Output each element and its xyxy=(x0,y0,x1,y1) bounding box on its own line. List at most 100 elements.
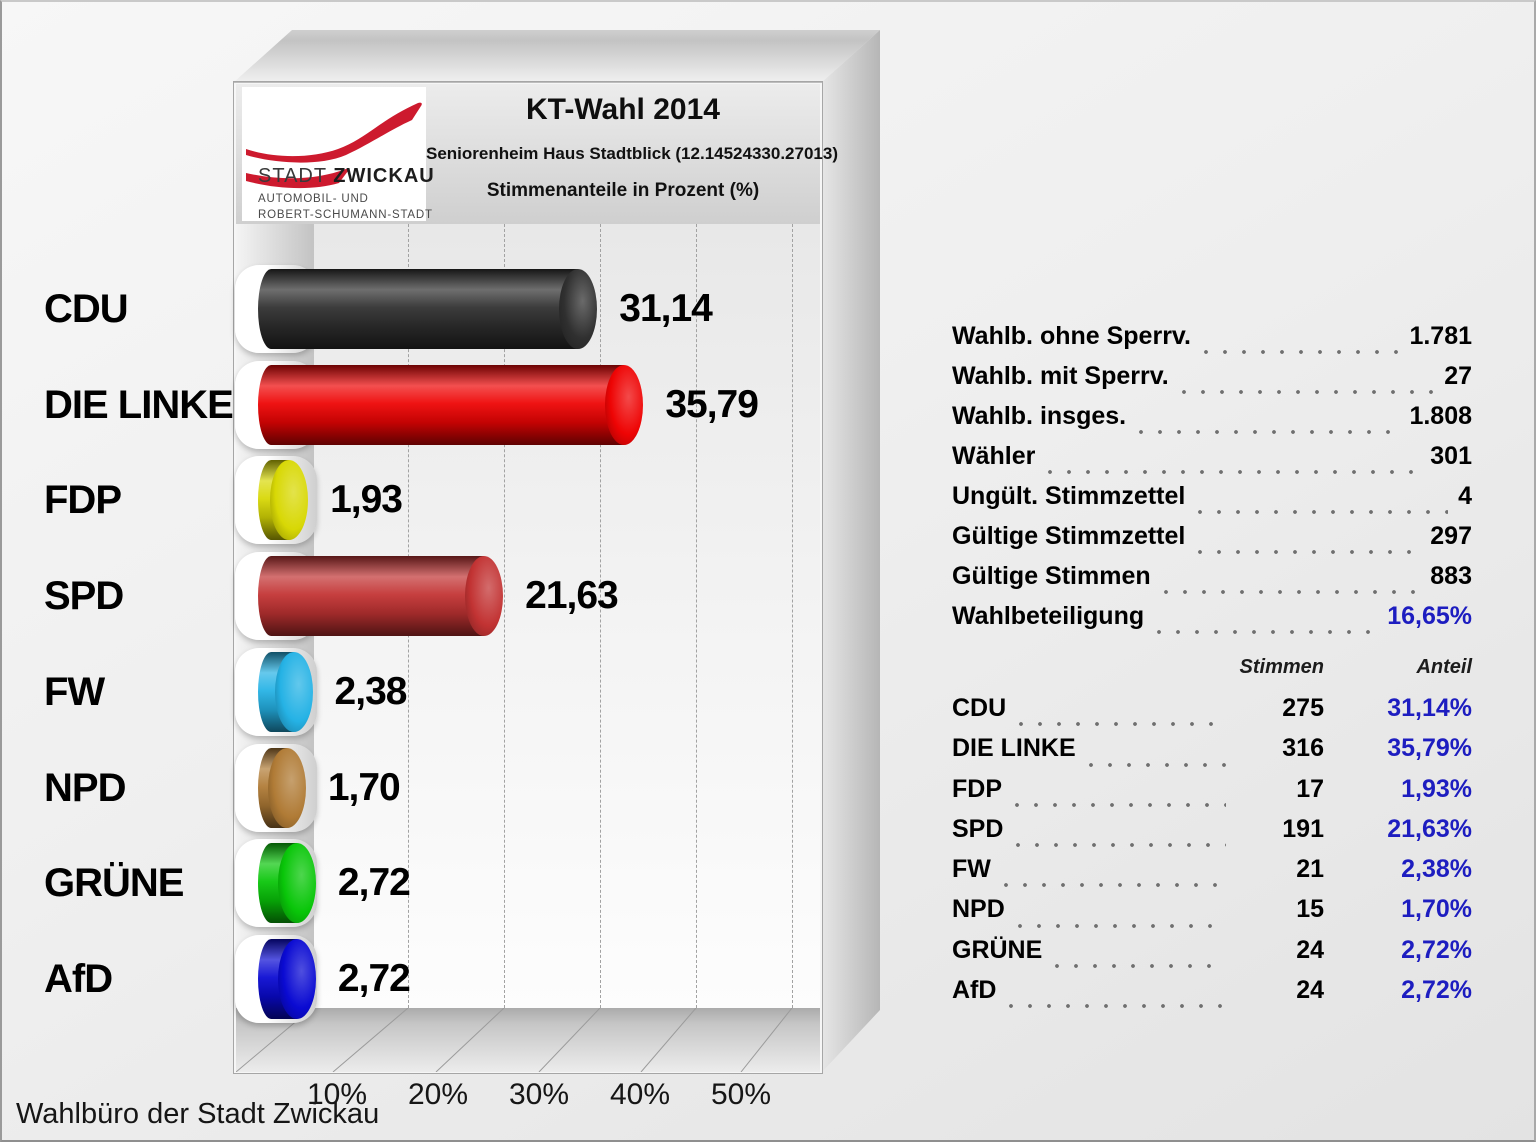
bar-cap-AfD xyxy=(277,938,316,1019)
results-stimmen-value: 24 xyxy=(1296,935,1324,964)
bar-value-label: 21,63 xyxy=(525,574,619,618)
results-row-FW: FW 21 2,38% xyxy=(952,855,1472,895)
category-label-SPD: SPD xyxy=(44,574,124,619)
dot-leader xyxy=(1087,761,1226,768)
stats-value: 883 xyxy=(1430,562,1472,590)
bar-cap-CDU xyxy=(559,269,598,349)
stats-row: Gültige Stimmen 883 xyxy=(952,562,1472,602)
bar-value-label: 1,70 xyxy=(327,765,401,809)
results-stimmen-value: 191 xyxy=(1282,814,1324,843)
chart-subtitle: Seniorenheim Haus Stadtblick (12.1452433… xyxy=(426,144,838,163)
bar-DIE LINKE xyxy=(258,364,625,445)
results-anteil-value: 2,72% xyxy=(1401,976,1472,1005)
dot-leader xyxy=(1162,589,1421,595)
bar-cap-FW xyxy=(274,651,313,732)
stats-value: 1.808 xyxy=(1409,402,1472,430)
bar-cap-FDP xyxy=(270,460,309,541)
bar-cap-SPD xyxy=(465,556,504,637)
category-label-AfD: AfD xyxy=(44,956,113,1001)
results-rows: CDU 275 31,14% DIE LINKE 316 35,79% FDP 17 1,93%… xyxy=(952,694,1472,1016)
logo-brand-text: STADT ZWICKAU xyxy=(258,165,435,187)
bar-value-label: 2,72 xyxy=(337,861,411,905)
results-party-label: FW xyxy=(952,855,991,884)
results-party-label: SPD xyxy=(952,814,1004,843)
results-anteil-value: 1,93% xyxy=(1401,774,1472,803)
results-table: Stimmen Anteil CDU 275 31,14% DIE LINKE 316 3… xyxy=(952,656,1472,1016)
bar-value-label: 35,79 xyxy=(665,382,759,426)
results-table-header: Stimmen Anteil xyxy=(952,656,1472,694)
bar-value-label: 2,38 xyxy=(334,669,408,713)
results-stimmen-value: 15 xyxy=(1296,895,1324,924)
stats-label: Gültige Stimmen xyxy=(952,562,1151,590)
results-party-label: FDP xyxy=(952,774,1002,803)
x-axis-tick-50%: 50% xyxy=(710,1078,772,1111)
bar-CDU xyxy=(258,269,579,349)
gridline-50% xyxy=(792,224,793,1008)
dot-leader xyxy=(1016,922,1226,929)
results-stimmen-value: 21 xyxy=(1296,855,1324,884)
results-row-CDU: CDU 275 31,14% xyxy=(952,694,1472,734)
results-stimmen-value: 17 xyxy=(1296,774,1324,803)
stats-label: Ungült. Stimmzettel xyxy=(952,482,1186,510)
stats-panel: Wahlb. ohne Sperrv. 1.781 Wahlb. mit Sperr… xyxy=(952,322,1472,642)
stats-label: Wähler xyxy=(952,442,1036,470)
results-row-GRÜNE: GRÜNE 24 2,72% xyxy=(952,936,1472,976)
results-stimmen-value: 275 xyxy=(1282,694,1324,722)
results-anteil-value: 2,72% xyxy=(1401,935,1472,964)
results-party-label: AfD xyxy=(952,976,997,1005)
category-label-DIE LINKE: DIE LINKE xyxy=(44,382,234,427)
dot-leader xyxy=(1138,429,1400,435)
results-header-stimmen: Stimmen xyxy=(1239,656,1324,678)
bar-cap-DIE LINKE xyxy=(605,364,644,445)
stats-value: 16,65% xyxy=(1387,602,1472,630)
stats-row: Wahlb. insges. 1.808 xyxy=(952,402,1472,442)
results-anteil-value: 1,70% xyxy=(1401,895,1472,924)
stats-label: Gültige Stimmzettel xyxy=(952,522,1186,550)
stats-label: Wahlb. ohne Sperrv. xyxy=(952,322,1191,350)
chart-floor xyxy=(236,1008,820,1072)
dot-leader xyxy=(1156,629,1378,635)
x-axis-tick-40%: 40% xyxy=(609,1078,671,1111)
results-party-label: CDU xyxy=(952,694,1007,722)
results-row-FDP: FDP 17 1,93% xyxy=(952,775,1472,815)
stats-row: Gültige Stimmzettel 297 xyxy=(952,522,1472,562)
dot-leader xyxy=(1002,882,1226,889)
chart-box-right-face xyxy=(822,30,880,1072)
results-anteil-value: 21,63% xyxy=(1387,814,1472,843)
category-label-CDU: CDU xyxy=(44,287,129,331)
bar-cap-GRÜNE xyxy=(277,843,316,924)
chart-title-block: KT-Wahl 2014 Seniorenheim Haus Stadtblic… xyxy=(426,92,838,202)
stats-value: 27 xyxy=(1444,362,1472,390)
x-axis-tick-10%: 10% xyxy=(306,1078,368,1111)
stats-row: Ungült. Stimmzettel 4 xyxy=(952,482,1472,522)
results-row-NPD: NPD 15 1,70% xyxy=(952,895,1472,935)
results-party-label: DIE LINKE xyxy=(952,734,1076,763)
stats-label: Wahlbeteiligung xyxy=(952,602,1145,630)
stats-label: Wahlb. insges. xyxy=(952,402,1127,430)
gridline-30% xyxy=(600,224,601,1008)
results-anteil-value: 31,14% xyxy=(1387,694,1472,722)
dot-leader xyxy=(1018,721,1226,728)
dot-leader xyxy=(1008,1003,1226,1010)
dot-leader xyxy=(1202,349,1400,355)
category-label-FDP: FDP xyxy=(44,478,122,523)
results-party-label: GRÜNE xyxy=(952,935,1043,964)
stats-value: 4 xyxy=(1458,482,1472,510)
results-stimmen-value: 24 xyxy=(1296,976,1324,1005)
logo-swoosh-icon xyxy=(246,102,422,189)
dot-leader xyxy=(1054,963,1226,970)
stats-value: 1.781 xyxy=(1409,322,1472,350)
results-row-SPD: SPD 191 21,63% xyxy=(952,815,1472,855)
stats-label: Wahlb. mit Sperrv. xyxy=(952,362,1169,390)
dot-leader xyxy=(1014,801,1226,808)
stats-row: Wahlb. ohne Sperrv. 1.781 xyxy=(952,322,1472,362)
results-anteil-value: 2,38% xyxy=(1401,855,1472,884)
stats-row: Wahlbeteiligung 16,65% xyxy=(952,602,1472,642)
footer-note: Wahlbüro der Stadt Zwickau xyxy=(16,1098,380,1130)
stadt-zwickau-logo: STADT ZWICKAU AUTOMOBIL- UND ROBERT-SCHU… xyxy=(242,87,434,221)
logo-subline-1: AUTOMOBIL- UND xyxy=(258,193,369,205)
x-axis-tick-20%: 20% xyxy=(407,1078,469,1111)
chart-title: KT-Wahl 2014 xyxy=(526,93,720,126)
results-header-anteil: Anteil xyxy=(1416,656,1472,678)
category-label-NPD: NPD xyxy=(44,765,126,810)
